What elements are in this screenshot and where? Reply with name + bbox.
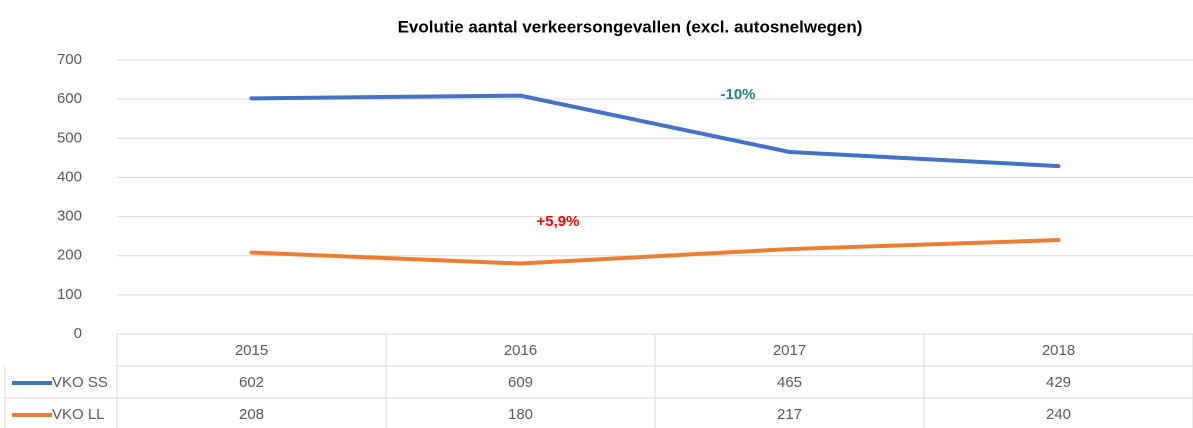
table-value: 602: [239, 374, 264, 391]
table-value: 208: [239, 406, 264, 423]
line-series: [249, 93, 1061, 169]
annotation: -10%: [720, 86, 755, 103]
x-tick-label: 2018: [1042, 342, 1075, 359]
annotation: +5,9%: [537, 213, 580, 230]
x-tick-label: 2017: [773, 342, 806, 359]
legend-label: VKO LL: [52, 406, 105, 423]
x-tick-label: 2016: [504, 342, 537, 359]
line-series: [249, 238, 1061, 266]
table-value: 609: [508, 374, 533, 391]
y-tick-label: 0: [74, 325, 82, 342]
y-tick-label: 200: [57, 247, 82, 264]
y-tick-label: 300: [57, 208, 82, 225]
table-value: 429: [1046, 374, 1071, 391]
chart-title: Evolutie aantal verkeersongevallen (excl…: [398, 17, 863, 36]
x-tick-label: 2015: [235, 342, 268, 359]
table-value: 217: [777, 406, 802, 423]
y-tick-label: 700: [57, 51, 82, 68]
table-value: 240: [1046, 406, 1071, 423]
legend-label: VKO SS: [52, 374, 108, 391]
table-value: 180: [508, 406, 533, 423]
table-value: 465: [777, 374, 802, 391]
y-tick-label: 500: [57, 129, 82, 146]
y-tick-label: 400: [57, 168, 82, 185]
y-tick-label: 100: [57, 286, 82, 303]
y-tick-label: 600: [57, 90, 82, 107]
